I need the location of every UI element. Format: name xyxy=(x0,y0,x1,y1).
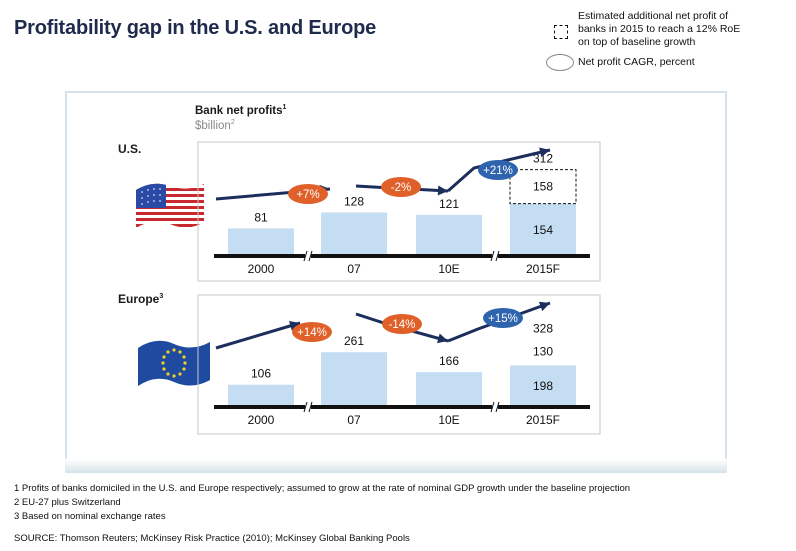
footnote-2: 2 EU-27 plus Switzerland xyxy=(14,497,121,508)
bar-value-label: 128 xyxy=(344,194,364,208)
cagr-oval xyxy=(288,184,328,204)
cagr-label: +15% xyxy=(488,313,518,325)
extra-profit-label: 158 xyxy=(533,180,553,194)
unit-footnote-ref: 2 xyxy=(230,119,235,126)
axis-break-mark xyxy=(303,401,308,413)
axis-break-mark xyxy=(490,401,495,413)
total-label: 328 xyxy=(533,321,553,335)
eu-flag-field xyxy=(138,340,210,386)
cagr-label: +21% xyxy=(483,165,513,177)
trend-arrow xyxy=(447,148,551,193)
arrow-head-icon xyxy=(539,147,550,158)
axis-break-gap xyxy=(492,251,498,261)
x-tick-label: 10E xyxy=(438,413,459,427)
us-chart: 81 2000 128 07 121 10E 154 2015F 158 312 +7% -2% +21… xyxy=(214,147,590,276)
extra-profit-dashed-box xyxy=(509,169,577,205)
x-tick-label: 2000 xyxy=(248,413,275,427)
arrow-head-icon xyxy=(437,333,448,344)
us-chart-frame xyxy=(197,141,601,282)
region-text: U.S. xyxy=(118,142,142,156)
cagr-label: -2% xyxy=(391,182,411,194)
footnotes: 1 Profits of banks domiciled in the U.S.… xyxy=(14,482,630,524)
axis-break-mark xyxy=(303,250,308,262)
bar-value-label: 106 xyxy=(251,367,271,381)
region-label-us: U.S. xyxy=(118,142,141,156)
axis-break-mark xyxy=(308,250,313,262)
x-tick-label: 2000 xyxy=(248,262,275,276)
footnote-3: 3 Based on nominal exchange rates xyxy=(14,511,166,522)
cagr-label: +7% xyxy=(296,189,319,201)
legend-dashed-box-label: Estimated additional net profit of banks… xyxy=(578,10,778,49)
extra-profit-label: 130 xyxy=(533,344,553,358)
x-tick-label: 07 xyxy=(347,413,361,427)
legend-dashed-box-icon xyxy=(554,25,568,39)
source-note: SOURCE: Thomson Reuters; McKinsey Risk P… xyxy=(14,533,410,544)
bar-value-label: 154 xyxy=(533,223,553,237)
bar-value-label: 261 xyxy=(344,334,364,348)
cagr-label: -14% xyxy=(389,319,416,331)
arrow-head-icon xyxy=(538,301,550,312)
eu-flag-stars xyxy=(161,348,187,378)
x-tick-label: 10E xyxy=(438,262,459,276)
axis-break-mark xyxy=(308,401,313,413)
bar-value-label: 166 xyxy=(439,354,459,368)
page-title: Profitability gap in the U.S. and Europe xyxy=(14,17,377,39)
footnote-1: 1 Profits of banks domiciled in the U.S.… xyxy=(14,483,631,494)
chart-unit: $billion2 xyxy=(195,119,235,132)
axis-break-gap xyxy=(305,402,311,412)
eu-flag-icon xyxy=(138,340,210,386)
axis-break-mark xyxy=(490,250,495,262)
total-label: 312 xyxy=(533,152,553,166)
x-tick-label: 2015F xyxy=(526,262,560,276)
us-flag-icon xyxy=(136,183,204,228)
chart-title-footnote-ref: 1 xyxy=(282,104,287,111)
bar-2000 xyxy=(228,228,294,256)
cagr-oval xyxy=(483,308,523,328)
bar-value-label: 81 xyxy=(254,210,268,224)
region-text: Europe xyxy=(118,292,160,306)
us-flag-canton xyxy=(136,183,166,208)
x-tick-label: 2015F xyxy=(526,413,560,427)
axis-break-mark xyxy=(495,401,500,413)
bar-10E xyxy=(416,372,482,407)
bar-07 xyxy=(321,352,387,407)
chart-title: Bank net profits1 xyxy=(195,104,286,117)
arrow-head-icon xyxy=(288,321,300,331)
cagr-oval xyxy=(478,160,518,180)
europe-chart: 106 2000 261 07 166 10E 198 2015F 130 328 +14% -14%… xyxy=(214,301,590,427)
chart-title-text: Bank net profits xyxy=(195,104,283,117)
cagr-oval xyxy=(292,322,332,342)
bar-value-label: 198 xyxy=(533,379,553,393)
bar-value-label: 121 xyxy=(439,197,459,211)
axis-break-gap xyxy=(492,402,498,412)
cagr-label: +14% xyxy=(297,327,327,339)
bar-2015F xyxy=(510,365,576,407)
region-footnote-ref: 3 xyxy=(159,293,164,300)
axis-break-gap xyxy=(305,251,311,261)
chart-panel xyxy=(65,91,727,473)
bar-07 xyxy=(321,212,387,256)
legend-line: on top of baseline growth xyxy=(578,36,696,48)
cagr-oval xyxy=(382,314,422,334)
legend-oval-label: Net profit CAGR, percent xyxy=(578,56,695,68)
cagr-oval xyxy=(381,177,421,197)
x-tick-label: 07 xyxy=(347,262,361,276)
bar-10E xyxy=(416,214,482,256)
chart-panel-shadow xyxy=(65,459,727,473)
trend-arrow xyxy=(215,321,301,350)
unit-text: $billion xyxy=(195,119,231,132)
bar-2015F xyxy=(510,203,576,256)
bar-2000 xyxy=(228,384,294,407)
region-label-europe: Europe3 xyxy=(118,292,163,306)
axis-break-mark xyxy=(495,250,500,262)
trend-arrow xyxy=(447,301,551,343)
arrow-head-icon xyxy=(437,185,448,196)
legend-oval-icon xyxy=(546,54,574,71)
legend-line: banks in 2015 to reach a 12% RoE xyxy=(578,23,741,35)
legend-line: Estimated additional net profit of xyxy=(578,10,729,22)
europe-chart-frame xyxy=(197,294,601,435)
